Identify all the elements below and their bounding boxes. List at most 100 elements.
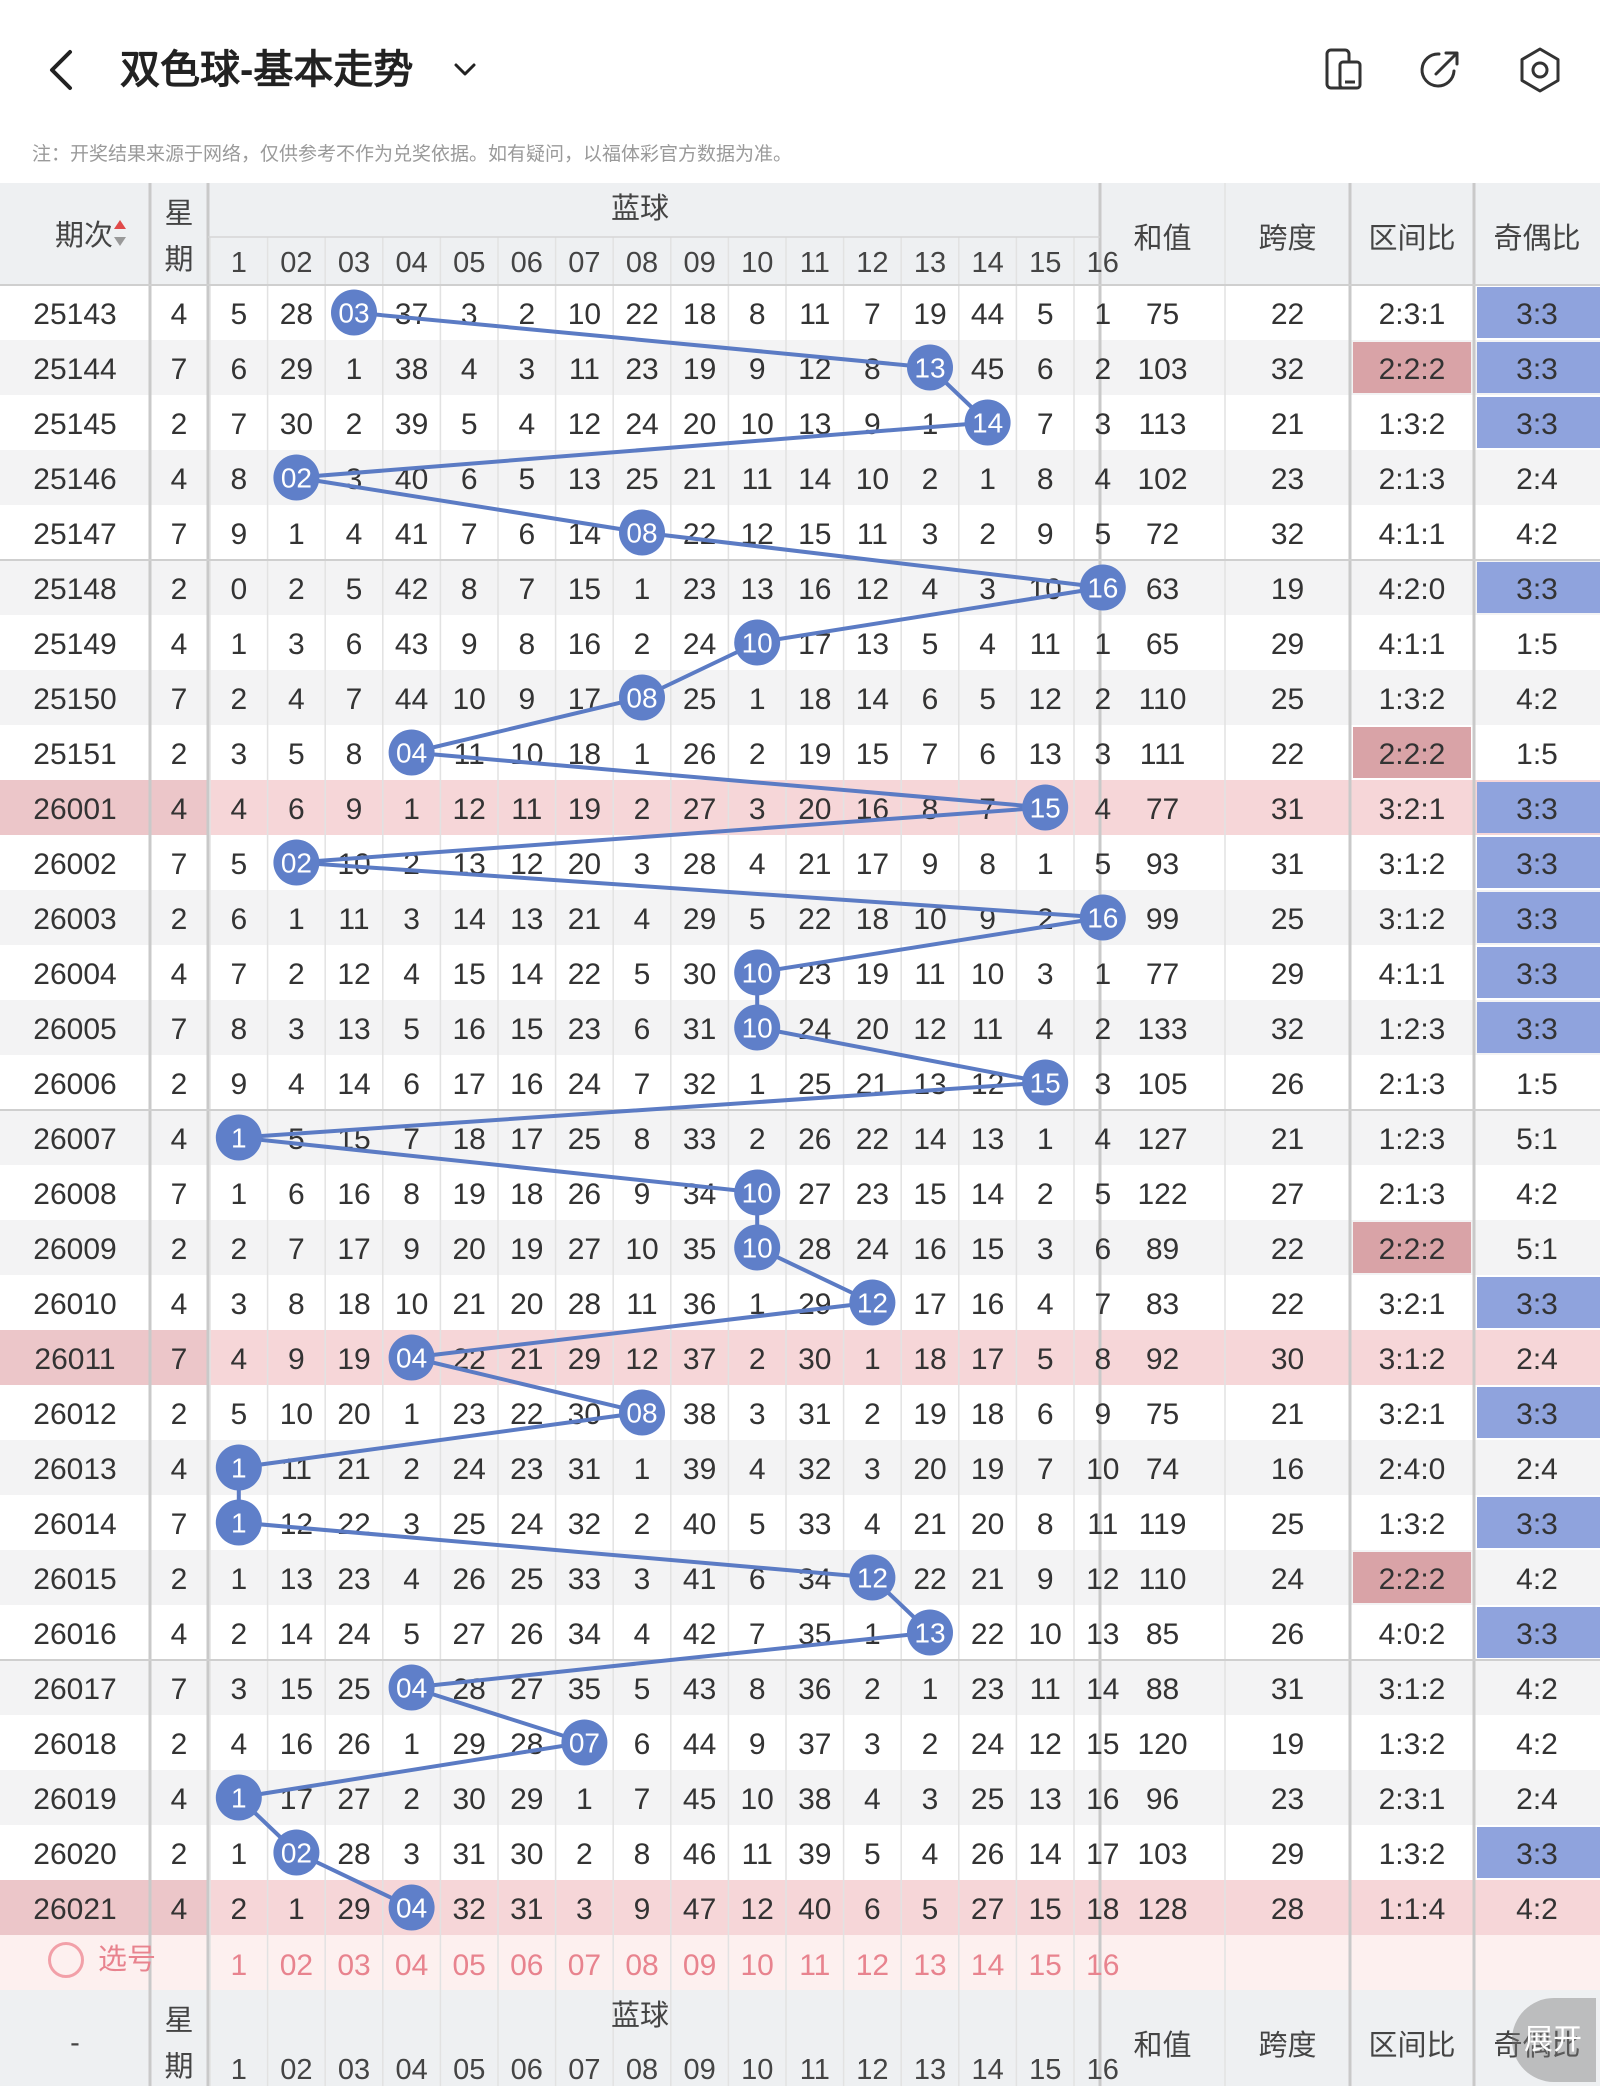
cell-omission: 1 bbox=[288, 1893, 305, 1926]
cell-week: 2 bbox=[171, 1728, 188, 1761]
cell-omission: 23 bbox=[337, 1563, 370, 1596]
cell-omission: 7 bbox=[230, 408, 247, 441]
cell-omission: 15 bbox=[510, 1013, 543, 1046]
cell-omission: 1 bbox=[288, 903, 305, 936]
cell-span: 32 bbox=[1271, 518, 1304, 551]
cell-omission: 24 bbox=[337, 1618, 370, 1651]
cell-omission: 8 bbox=[979, 848, 996, 881]
cell-omission: 22 bbox=[913, 1563, 946, 1596]
cell-omission: 5 bbox=[403, 1618, 420, 1651]
cell-omission: 2 bbox=[403, 1453, 420, 1486]
cell-span: 21 bbox=[1271, 1398, 1304, 1431]
cell-omission: 9 bbox=[864, 408, 881, 441]
cell-omission: 44 bbox=[395, 683, 428, 716]
row-bg bbox=[0, 1495, 1600, 1550]
cell-omission: 29 bbox=[453, 1728, 486, 1761]
cell-span: 22 bbox=[1271, 298, 1304, 331]
cell-omission: 3 bbox=[1094, 408, 1111, 441]
cell-omission: 10 bbox=[1086, 1453, 1119, 1486]
share-icon[interactable] bbox=[1414, 44, 1466, 96]
back-arrow-icon[interactable] bbox=[40, 40, 80, 100]
cell-omission: 21 bbox=[337, 1453, 370, 1486]
cell-week: 4 bbox=[171, 793, 188, 826]
cell-omission: 10 bbox=[741, 408, 774, 441]
blue-column-number: 05 bbox=[453, 247, 485, 279]
table-header-bg bbox=[0, 183, 1600, 285]
cell-sum: 88 bbox=[1146, 1673, 1179, 1706]
column-header-sum: 和值 bbox=[1133, 2029, 1191, 2062]
select-number-label[interactable]: 选号 bbox=[98, 1944, 157, 1976]
cell-omission: 45 bbox=[683, 1783, 716, 1816]
cell-omission: 28 bbox=[510, 1728, 543, 1761]
cell-omission: 14 bbox=[453, 903, 486, 936]
select-number-option: 04 bbox=[395, 1949, 428, 1982]
row-bg bbox=[0, 450, 1600, 505]
cell-zone-ratio: 4:1:1 bbox=[1379, 958, 1446, 991]
blue-ball-number: 10 bbox=[742, 628, 773, 659]
cell-zone-ratio: 1:2:3 bbox=[1379, 1123, 1446, 1156]
blue-column-number: 09 bbox=[683, 2054, 715, 2086]
cell-omission: 22 bbox=[337, 1508, 370, 1541]
blue-ball bbox=[215, 1499, 262, 1546]
cell-omission: 1 bbox=[922, 1673, 939, 1706]
blue-ball-number: 1 bbox=[231, 1123, 247, 1154]
cell-zone-ratio: 1:3:2 bbox=[1379, 1838, 1446, 1871]
cell-span: 31 bbox=[1271, 1673, 1304, 1706]
select-number-radio[interactable] bbox=[48, 1942, 84, 1978]
cell-omission: 23 bbox=[510, 1453, 543, 1486]
cell-zone-ratio: 2:4:0 bbox=[1379, 1453, 1446, 1486]
cell-omission: 2 bbox=[1094, 683, 1111, 716]
cell-omission: 19 bbox=[337, 1343, 370, 1376]
cell-zone-ratio: 1:3:2 bbox=[1379, 408, 1446, 441]
cell-omission: 12 bbox=[913, 1013, 946, 1046]
cell-omission: 1 bbox=[749, 683, 766, 716]
cell-omission: 18 bbox=[510, 1178, 543, 1211]
cell-omission: 27 bbox=[568, 1233, 601, 1266]
cell-omission: 7 bbox=[230, 958, 247, 991]
cell-sum: 110 bbox=[1139, 683, 1187, 716]
cell-omission: 17 bbox=[510, 1123, 543, 1156]
cell-week: 7 bbox=[171, 518, 188, 551]
blue-ball-number: 15 bbox=[1030, 1068, 1061, 1099]
expand-button[interactable]: 展开 bbox=[1512, 1998, 1596, 2082]
cell-omission: 6 bbox=[922, 683, 939, 716]
cell-omission: 18 bbox=[913, 1343, 946, 1376]
cell-omission: 16 bbox=[280, 1728, 313, 1761]
odd-even-highlight bbox=[1477, 1277, 1600, 1328]
cell-omission: 15 bbox=[913, 1178, 946, 1211]
cell-zone-ratio: 3:1:2 bbox=[1379, 848, 1446, 881]
fold-device-icon[interactable] bbox=[1318, 44, 1370, 96]
cell-omission: 1 bbox=[230, 628, 247, 661]
row-bg bbox=[0, 1385, 1600, 1440]
cell-omission: 13 bbox=[1029, 1783, 1062, 1816]
cell-zone-ratio: 2:2:2 bbox=[1379, 1563, 1446, 1596]
cell-span: 28 bbox=[1271, 1893, 1304, 1926]
blue-ball bbox=[849, 1279, 896, 1326]
cell-odd-even: 1:5 bbox=[1516, 738, 1558, 771]
cell-sum: 105 bbox=[1137, 1068, 1187, 1101]
cell-omission: 7 bbox=[1037, 1453, 1054, 1486]
cell-omission: 25 bbox=[453, 1508, 486, 1541]
cell-omission: 30 bbox=[683, 958, 716, 991]
cell-omission: 1 bbox=[288, 518, 305, 551]
cell-omission: 44 bbox=[971, 298, 1004, 331]
cell-omission: 8 bbox=[1094, 1343, 1111, 1376]
cell-omission: 17 bbox=[337, 1233, 370, 1266]
chevron-down-icon[interactable] bbox=[448, 55, 482, 85]
settings-icon[interactable] bbox=[1514, 44, 1566, 96]
blue-column-number: 14 bbox=[971, 247, 1003, 279]
select-number-option: 15 bbox=[1029, 1949, 1062, 1982]
cell-omission: 2 bbox=[749, 738, 766, 771]
cell-span: 31 bbox=[1271, 848, 1304, 881]
column-header-week: 期 bbox=[164, 2051, 193, 2083]
cell-week: 4 bbox=[171, 1123, 188, 1156]
cell-omission: 5 bbox=[749, 903, 766, 936]
cell-sum: 99 bbox=[1146, 903, 1179, 936]
cell-sum: 83 bbox=[1146, 1288, 1179, 1321]
blue-ball bbox=[1079, 894, 1126, 941]
cell-omission: 20 bbox=[798, 793, 831, 826]
page-title[interactable]: 双色球-基本走势 bbox=[120, 48, 414, 92]
cell-sum: 75 bbox=[1146, 1398, 1179, 1431]
blue-ball bbox=[734, 1224, 781, 1271]
cell-omission: 14 bbox=[971, 1178, 1004, 1211]
